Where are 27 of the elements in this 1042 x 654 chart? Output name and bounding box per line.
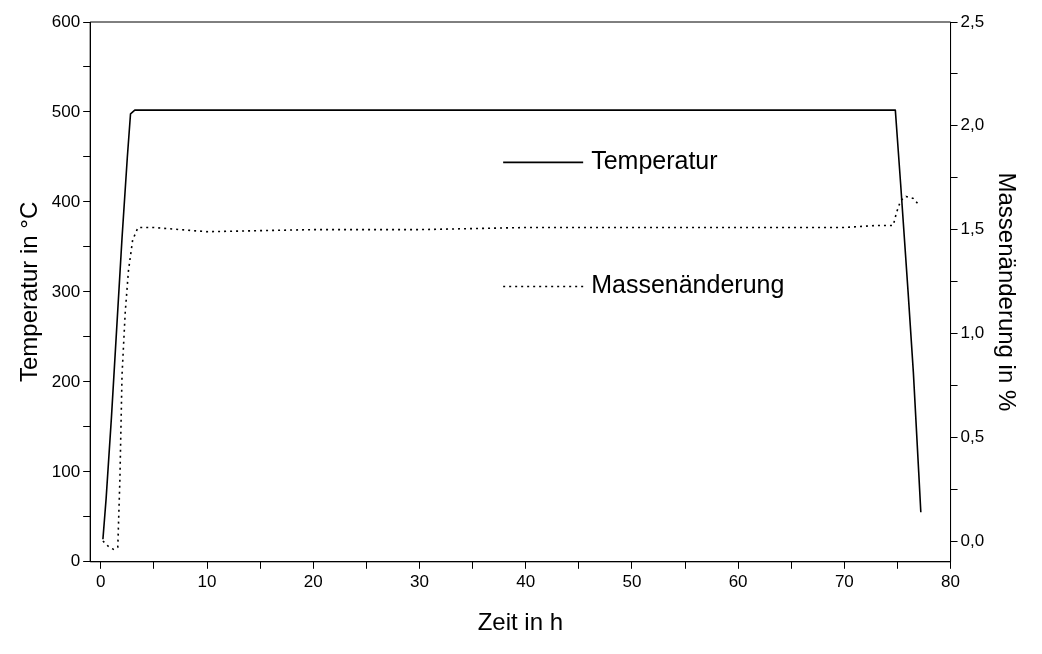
y-tick-label: 400 (51, 191, 81, 211)
x-tick-label: 30 (409, 571, 429, 591)
y2-tick-label: 1,5 (960, 219, 985, 239)
legend-label: Massenänderung (591, 270, 785, 299)
y-tick-label: 200 (51, 371, 81, 391)
y2-tick-label: 2,0 (960, 115, 985, 135)
y2-tick-label: 2,5 (960, 11, 985, 31)
y-tick-label: 100 (51, 461, 81, 481)
y-tick-label: 500 (51, 101, 81, 121)
y2-tick-label: 0,5 (960, 426, 985, 446)
x-tick-label: 60 (728, 571, 748, 591)
y2-axis-title: Massenänderung in % (993, 172, 1021, 412)
y2-tick-label: 0,0 (960, 530, 985, 550)
y-axis-title: Temperatur in °C (15, 201, 43, 383)
x-axis-title: Zeit in h (477, 608, 564, 636)
y-tick-label: 0 (70, 551, 81, 571)
x-tick-label: 50 (622, 571, 642, 591)
x-tick-label: 0 (96, 571, 106, 591)
x-tick-label: 80 (941, 571, 961, 591)
legend-label: Temperatur (591, 146, 718, 175)
x-tick-label: 70 (834, 571, 854, 591)
y-tick-label: 600 (51, 11, 81, 31)
y2-tick-label: 1,0 (960, 323, 985, 343)
x-tick-label: 40 (516, 571, 536, 591)
x-tick-label: 10 (197, 571, 217, 591)
y-tick-label: 300 (51, 281, 81, 301)
x-tick-label: 20 (303, 571, 323, 591)
